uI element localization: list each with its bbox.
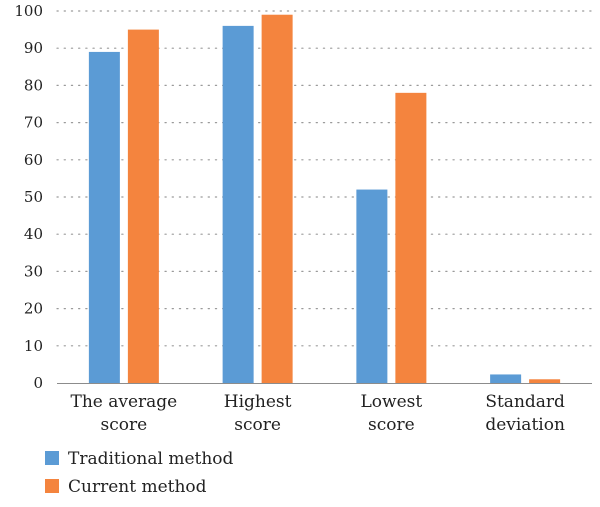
x-tick-label: score (368, 415, 415, 435)
bar-traditional-1 (222, 25, 254, 383)
bar-current-0 (127, 29, 159, 383)
legend-swatch-current (45, 479, 59, 493)
y-axis-ticks: 0 10 20 30 40 50 60 70 80 90 100 (14, 2, 43, 392)
legend-label-traditional: Traditional method (68, 449, 234, 469)
bars (88, 14, 561, 384)
bar-current-2 (395, 92, 427, 383)
y-tick-label: 0 (33, 374, 43, 392)
legend-swatch-traditional (45, 451, 59, 465)
bar-current-1 (261, 14, 293, 383)
x-tick-label: deviation (485, 415, 565, 435)
y-tick-label: 10 (24, 337, 43, 355)
y-tick-label: 60 (24, 151, 43, 169)
x-tick-label: score (101, 415, 148, 435)
y-tick-label: 20 (24, 300, 43, 318)
x-tick-label: Standard (485, 392, 565, 412)
y-tick-label: 80 (24, 76, 43, 94)
y-tick-label: 30 (24, 262, 43, 280)
legend: Traditional method Current method (45, 449, 234, 497)
bar-traditional-3 (490, 374, 522, 383)
y-tick-label: 90 (24, 39, 43, 57)
bar-current-3 (529, 379, 561, 383)
x-tick-label: Lowest (361, 392, 423, 412)
y-tick-label: 40 (24, 225, 43, 243)
x-tick-label: The average (70, 392, 177, 412)
gridlines (56, 10, 593, 347)
bar-traditional-2 (356, 189, 388, 383)
x-axis-labels: The average score Highest score Lowest score S… (70, 392, 565, 435)
bar-traditional-0 (88, 51, 120, 384)
y-tick-label: 100 (14, 2, 43, 20)
x-tick-label: Highest (224, 392, 292, 412)
legend-label-current: Current method (68, 477, 207, 497)
y-tick-label: 70 (24, 114, 43, 132)
y-tick-label: 50 (24, 188, 43, 206)
x-tick-label: score (234, 415, 281, 435)
